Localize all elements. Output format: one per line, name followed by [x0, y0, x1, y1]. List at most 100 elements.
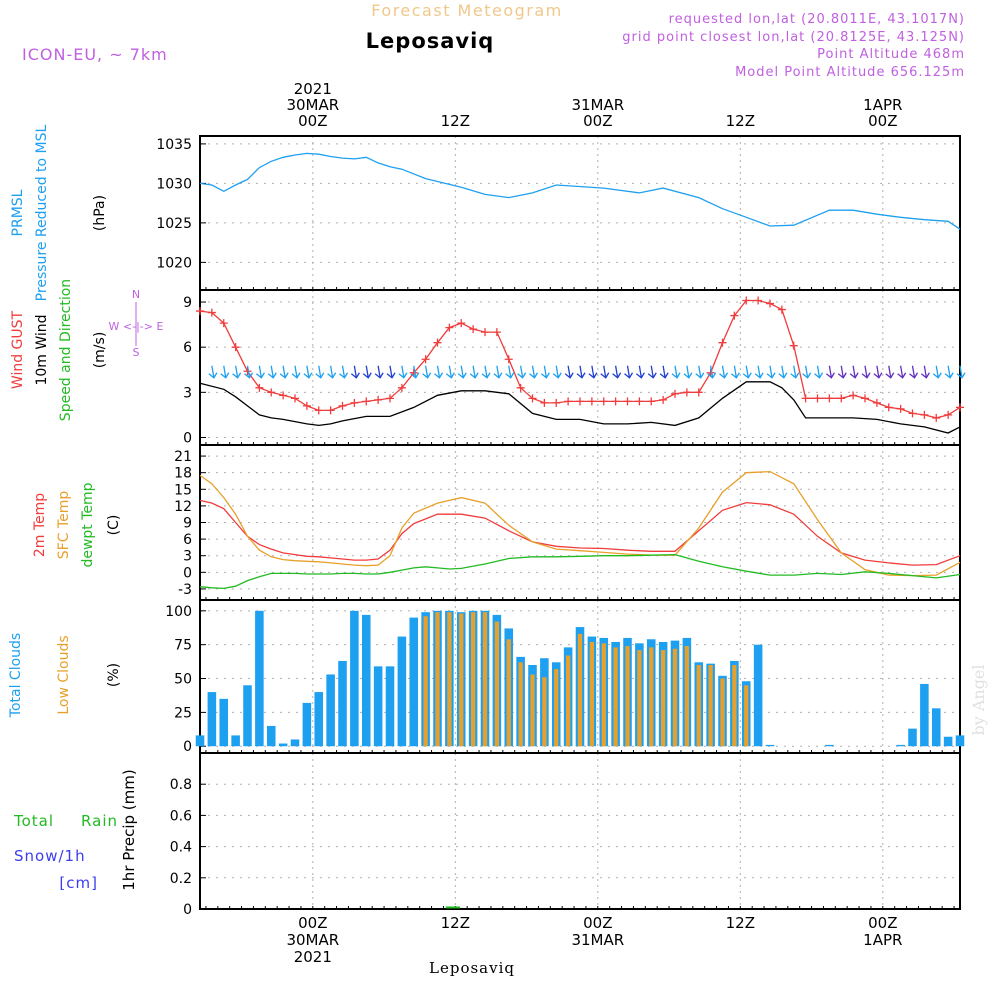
gust-marker [540, 398, 549, 407]
low-cloud-bar [660, 650, 666, 747]
ytick-label: 25 [174, 705, 192, 721]
wind-arrow [825, 365, 835, 379]
low-cloud-bar [625, 646, 630, 747]
wind-arrow [255, 365, 265, 379]
bottom-time-label: 30MAR [286, 931, 339, 949]
series-2m-temp [199, 499, 961, 566]
wind-arrow [564, 365, 574, 379]
bottom-time-label: 12Z [726, 914, 755, 932]
wind-arrow [303, 365, 313, 379]
gust-marker [837, 394, 846, 403]
gust-marker [326, 406, 335, 415]
wind-arrow [647, 365, 657, 379]
wind-arrow [220, 365, 230, 379]
precip-frame [199, 752, 961, 910]
low-cloud-bar [672, 648, 678, 747]
wind-arrow [719, 365, 729, 379]
wind-arrow [434, 365, 444, 379]
gust-marker [789, 341, 798, 350]
low-cloud-bar [435, 612, 440, 747]
ytick-label: 1030 [156, 176, 192, 192]
gust-marker [718, 338, 727, 347]
bottom-time-label: 1APR [863, 931, 902, 949]
total-cloud-bar [278, 743, 288, 747]
gust-marker [255, 383, 264, 392]
gust-marker [504, 355, 513, 364]
gust-marker [207, 308, 216, 317]
wind-arrow [920, 365, 930, 379]
gust-marker [576, 397, 584, 406]
wind-arrow [849, 365, 859, 379]
wind-arrow [350, 365, 360, 379]
cloud-label-0: Total Clouds [8, 633, 24, 718]
temp-label-1: SFC Temp [56, 491, 72, 560]
wind-arrow [208, 365, 218, 379]
gust-marker [397, 383, 406, 392]
ytick-label: 0.4 [170, 840, 192, 856]
wind-arrow [635, 365, 645, 379]
requested-lonlat: requested lon,lat (20.8011E, 43.1017N) [669, 12, 965, 27]
ytick-label: 12 [174, 499, 192, 515]
ytick-label: 6 [183, 340, 192, 356]
precip-panel-labels: Total Rain Snow/1h [cm] 1hr Precip (mm) [13, 769, 138, 892]
wind-arrow [232, 365, 242, 379]
wind-arrow [837, 365, 847, 379]
wind-arrow [742, 365, 752, 379]
low-cloud-bar [649, 647, 654, 747]
precip-label-2: Snow/1h [14, 847, 86, 865]
wind-arrow [659, 365, 669, 379]
wind-arrow [588, 365, 598, 379]
ytick-label: 3 [183, 385, 192, 401]
gust-marker [813, 394, 822, 403]
wind-arrow [315, 365, 325, 379]
bottom-time-label: 31MAR [571, 931, 624, 949]
low-cloud-bar [554, 669, 559, 747]
pressure-frame [199, 135, 961, 291]
watermark: by Angel [969, 664, 988, 735]
gust-marker [219, 319, 228, 328]
gust-marker [599, 397, 608, 406]
ytick-label: 0.2 [170, 871, 192, 887]
low-cloud-bar [732, 664, 737, 747]
wind-arrow [279, 365, 289, 379]
gust-marker [694, 388, 703, 397]
rain-bar [445, 906, 461, 909]
gust-marker [196, 307, 204, 316]
gust-marker [884, 403, 893, 412]
gust-marker [279, 391, 288, 400]
total-cloud-bar [207, 692, 217, 747]
wind-arrow [814, 365, 824, 379]
total-cloud-bar [931, 708, 941, 747]
gust-marker [421, 355, 430, 364]
wind-arrow [552, 365, 562, 379]
wind-arrow [517, 365, 527, 379]
ytick-label: 100 [165, 604, 192, 620]
pressure-label-0: PRMSL [10, 189, 26, 236]
wind-arrow [766, 365, 776, 379]
low-cloud-bar [589, 641, 595, 747]
gust-marker [682, 388, 691, 397]
wind-arrow [481, 365, 491, 379]
low-cloud-bar [696, 664, 701, 747]
top-time-label: 00Z [298, 112, 327, 130]
bottom-time-label: 00Z [868, 914, 897, 932]
wind-arrow [885, 365, 895, 379]
ytick-label: 15 [174, 482, 192, 498]
wind-arrow [362, 365, 372, 379]
low-cloud-bar [530, 674, 535, 747]
wind-arrow [291, 365, 301, 379]
pressure-panel-labels: PRMSL Pressure Reduced to MSL (hPa) [10, 124, 108, 301]
series-10m-wind [199, 381, 961, 434]
low-cloud-bar [506, 639, 511, 747]
ytick-label: 1025 [156, 216, 192, 232]
low-cloud-bar [542, 677, 547, 747]
total-cloud-bar [255, 610, 264, 747]
low-cloud-bar [494, 621, 500, 747]
series-dewpt-temp [199, 553, 961, 590]
model-point-altitude: Model Point Altitude 656.125m [735, 65, 965, 80]
low-cloud-bar [613, 647, 618, 747]
gust-marker [386, 394, 394, 403]
wind-arrow [730, 365, 740, 379]
total-cloud-bar [195, 735, 205, 747]
series-prmsl [199, 152, 961, 230]
